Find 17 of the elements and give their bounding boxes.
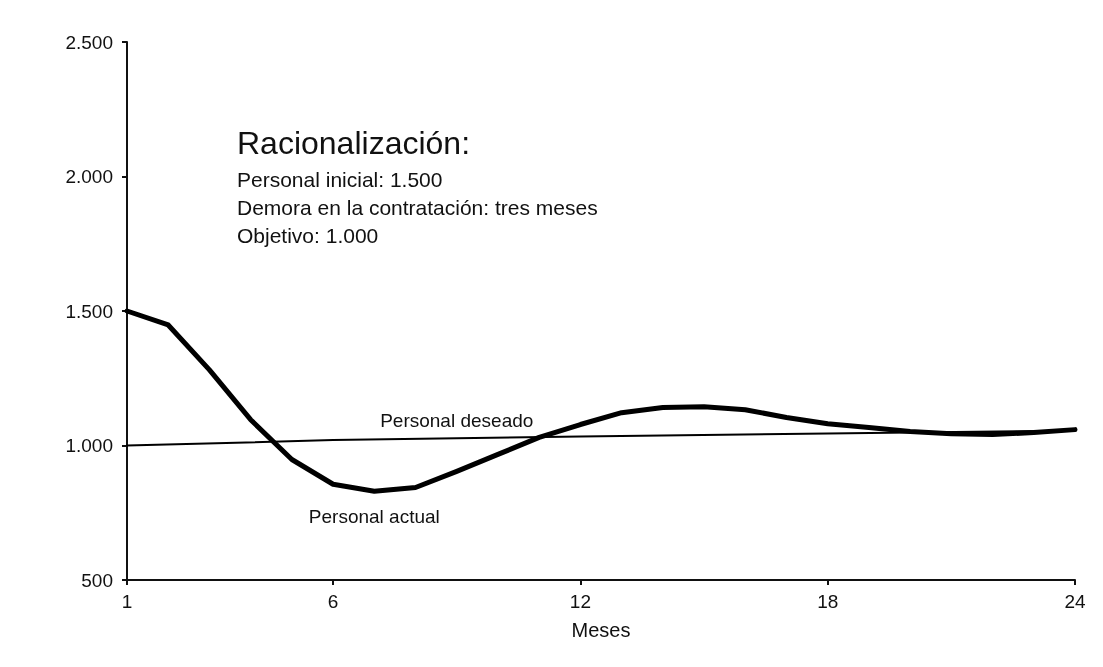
x-tick-label: 24: [1064, 591, 1086, 612]
annotation: Demora en la contratación: tres meses: [237, 195, 598, 219]
x-axis-title: Meses: [571, 619, 631, 641]
series-label: Personal deseado: [380, 410, 534, 432]
annotation: Personal inicial: 1.500: [237, 167, 443, 191]
series-label: Personal actual: [308, 506, 440, 528]
x-tick-label: 12: [569, 591, 591, 612]
x-tick-label: 6: [327, 591, 339, 612]
y-tick-label: 1.500: [65, 300, 113, 322]
text: Racionalización:: [237, 125, 471, 161]
y-tick-label: 2.500: [65, 31, 113, 53]
annotation: Objetivo: 1.000: [237, 223, 379, 247]
x-tick-label: 18: [817, 591, 839, 612]
x-tick-label: 1: [121, 591, 133, 612]
y-tick-label: 500: [81, 569, 113, 591]
y-tick-label: 1.000: [65, 435, 113, 456]
y-tick-label: 2.000: [65, 166, 113, 187]
